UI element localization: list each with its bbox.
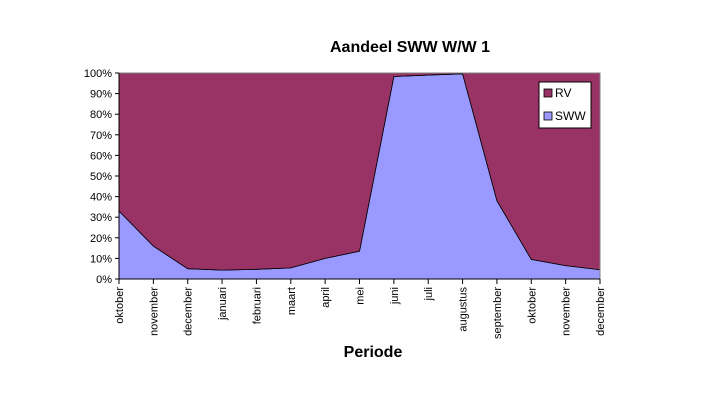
- x-tick-label: januari: [217, 287, 229, 321]
- x-axis: oktober november december januari februari ma…: [114, 278, 607, 339]
- x-tick-label: oktober: [114, 287, 126, 324]
- plot-area: [118, 72, 601, 280]
- x-tick-label: november: [148, 287, 160, 336]
- y-tick-label: 10%: [90, 253, 112, 265]
- x-tick-label: november: [561, 287, 573, 336]
- x-tick-label: maart: [286, 287, 298, 315]
- x-tick-label: december: [183, 287, 195, 336]
- y-tick-label: 20%: [90, 233, 112, 245]
- x-axis-title: Periode: [344, 344, 403, 361]
- x-tick-label: februari: [251, 287, 263, 324]
- x-tick-label: juli: [423, 287, 435, 301]
- y-tick-label: 80%: [90, 109, 112, 121]
- y-tick-label: 50%: [90, 171, 112, 183]
- legend: RV SWW: [538, 81, 592, 129]
- legend-swatch-rv: [543, 88, 553, 98]
- y-tick-label: 60%: [90, 150, 112, 162]
- y-tick-label: 40%: [90, 192, 112, 204]
- y-tick-label: 0%: [96, 274, 112, 286]
- x-tick-label: september: [492, 287, 504, 339]
- x-tick-label: augustus: [458, 287, 470, 332]
- y-tick-label: 70%: [90, 130, 112, 142]
- x-tick-label: juni: [389, 287, 401, 305]
- area-series-rv: [118, 72, 601, 271]
- chart-title: Aandeel SWW W/W 1: [330, 39, 490, 56]
- legend-label-sww: SWW: [555, 109, 586, 123]
- legend-label-rv: RV: [555, 86, 571, 100]
- y-tick-label: 90%: [90, 89, 112, 101]
- y-tick-label: 30%: [90, 212, 112, 224]
- x-tick-label: mei: [355, 287, 367, 305]
- x-tick-label: oktober: [526, 287, 538, 324]
- x-tick-label: december: [595, 287, 607, 336]
- y-tick-label: 100%: [84, 68, 112, 80]
- x-tick-label: april: [320, 287, 332, 308]
- y-axis: 0% 10% 20% 30% 40% 50% 60% 70% 80% 90% 100%: [84, 68, 120, 286]
- legend-swatch-sww: [543, 111, 553, 121]
